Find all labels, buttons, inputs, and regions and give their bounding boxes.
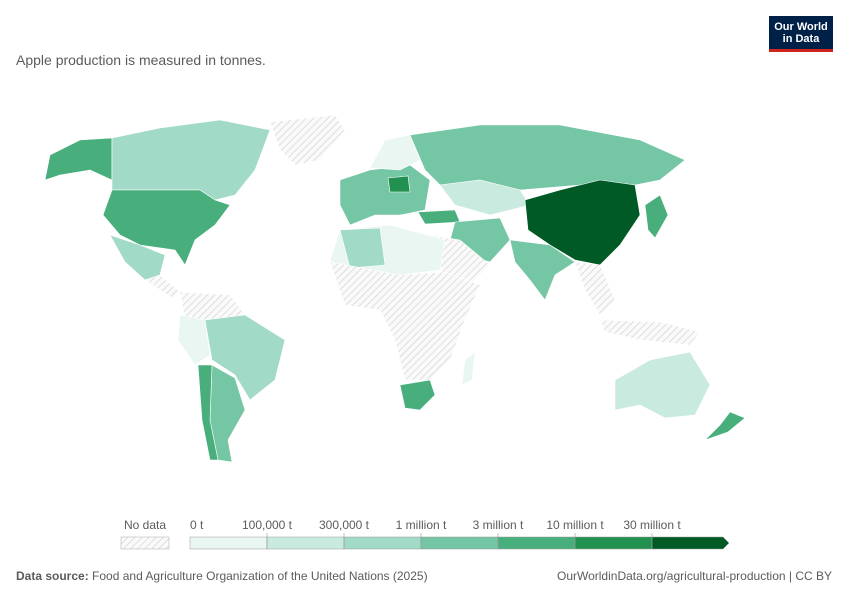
- logo-text: in Data: [782, 33, 820, 45]
- legend-label: No data: [124, 518, 166, 532]
- country[interactable]: [614, 351, 711, 419]
- country[interactable]: [574, 261, 616, 316]
- legend-swatch[interactable]: [497, 536, 576, 550]
- logo[interactable]: Our World in Data: [769, 16, 833, 52]
- legend-label: 30 million t: [623, 518, 681, 532]
- legend-swatch[interactable]: [120, 536, 170, 550]
- country[interactable]: [339, 164, 431, 226]
- country[interactable]: [102, 189, 231, 266]
- footer-credit[interactable]: OurWorldinData.org/agricultural-producti…: [556, 569, 832, 583]
- legend-swatch[interactable]: [574, 536, 653, 550]
- legend-label: 100,000 t: [242, 518, 293, 532]
- legend-label: 1 million t: [396, 518, 447, 532]
- country[interactable]: [44, 137, 113, 181]
- country[interactable]: [599, 319, 701, 346]
- legend-swatch[interactable]: [343, 536, 422, 550]
- country[interactable]: [329, 261, 481, 381]
- legend-swatch[interactable]: [189, 536, 268, 550]
- country[interactable]: [369, 134, 421, 171]
- country[interactable]: [387, 175, 411, 193]
- subtitle: Apple production is measured in tonnes.: [16, 52, 266, 68]
- legend: No data 0 t 100,000 t 300,000 t 1 million t…: [120, 518, 730, 550]
- legend-swatch[interactable]: [266, 536, 345, 550]
- country[interactable]: [524, 179, 641, 266]
- country[interactable]: [704, 411, 746, 441]
- country[interactable]: [399, 379, 436, 411]
- country[interactable]: [409, 124, 686, 191]
- country[interactable]: [269, 114, 346, 166]
- legend-label: 10 million t: [546, 518, 604, 532]
- countries: [44, 114, 746, 463]
- country[interactable]: [461, 351, 476, 386]
- source-text: Food and Agriculture Organization of the…: [92, 569, 428, 583]
- country[interactable]: [111, 119, 271, 201]
- legend-label: 300,000 t: [319, 518, 370, 532]
- country[interactable]: [177, 314, 211, 366]
- legend-label: 3 million t: [473, 518, 524, 532]
- footer-source: Data source: Food and Agriculture Organi…: [16, 569, 428, 583]
- country[interactable]: [644, 194, 669, 239]
- country[interactable]: [197, 364, 219, 461]
- legend-swatch[interactable]: [420, 536, 499, 550]
- country[interactable]: [417, 209, 461, 225]
- country[interactable]: [339, 227, 386, 269]
- legend-label: 0 t: [190, 518, 204, 532]
- legend-swatch[interactable]: [651, 536, 730, 550]
- country[interactable]: [509, 239, 576, 301]
- logo-text: Our World: [774, 21, 828, 33]
- source-label: Data source:: [16, 569, 89, 583]
- country[interactable]: [204, 314, 286, 401]
- country[interactable]: [179, 291, 246, 321]
- country[interactable]: [144, 274, 181, 299]
